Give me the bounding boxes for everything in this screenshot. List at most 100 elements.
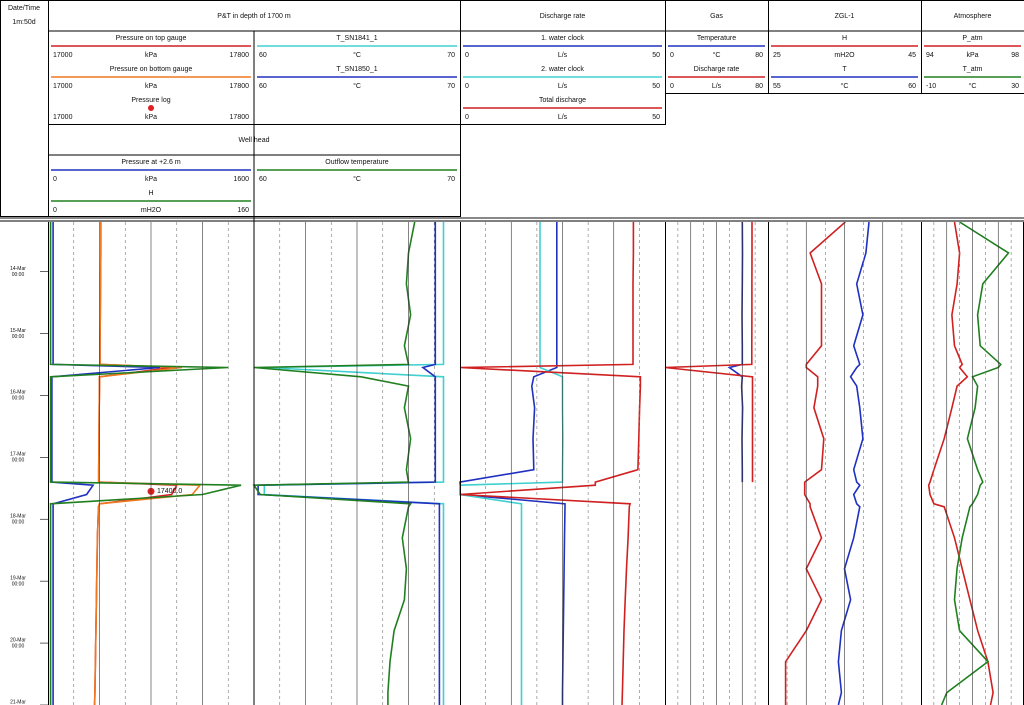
curve-name: Pressure at +2.6 m bbox=[121, 159, 181, 166]
scale-min: 0 bbox=[670, 83, 674, 90]
curve bbox=[459, 222, 642, 705]
time-tick-time: 00:00 bbox=[12, 334, 25, 340]
curve bbox=[927, 222, 994, 705]
scale-min: 94 bbox=[926, 52, 934, 59]
curve bbox=[940, 222, 1010, 705]
curve-name: Pressure on top gauge bbox=[116, 35, 187, 42]
scale-label: 1m:50d bbox=[12, 19, 35, 26]
scale-min: 60 bbox=[259, 52, 267, 59]
scale-unit: kPa bbox=[145, 83, 157, 90]
curve bbox=[51, 222, 161, 705]
scale-max: 30 bbox=[1011, 83, 1019, 90]
time-tick-time: 00:00 bbox=[12, 520, 25, 526]
scale-max: 70 bbox=[447, 52, 455, 59]
curve-name: T_atm bbox=[963, 66, 983, 73]
time-tick-label: 14-Mar bbox=[10, 266, 26, 272]
scale-unit: mH2O bbox=[834, 52, 855, 59]
track-header-box bbox=[921, 0, 1024, 94]
scale-min: 17000 bbox=[53, 114, 73, 121]
scale-max: 60 bbox=[908, 83, 916, 90]
time-tick-time: 00:00 bbox=[12, 458, 25, 464]
scale-unit: °C bbox=[713, 51, 721, 59]
scale-unit: °C bbox=[353, 175, 361, 183]
curve-name: T_SN1841_1 bbox=[336, 35, 377, 42]
curve bbox=[837, 222, 870, 705]
curve bbox=[263, 222, 445, 705]
scale-max: 17800 bbox=[230, 114, 250, 121]
scale-max: 50 bbox=[652, 52, 660, 59]
curve-name: 1. water clock bbox=[541, 35, 584, 42]
time-tick-time: 00:00 bbox=[12, 581, 25, 587]
scale-max: 45 bbox=[908, 52, 916, 59]
scale-unit: °C bbox=[353, 51, 361, 59]
curve-name: P_atm bbox=[962, 35, 982, 42]
scale-min: 0 bbox=[53, 207, 57, 214]
curve bbox=[252, 222, 416, 705]
well-head-box bbox=[48, 124, 461, 217]
curve-name: Pressure log bbox=[131, 97, 170, 104]
curve-key-marker bbox=[148, 105, 154, 111]
scale-unit: L/s bbox=[712, 83, 722, 90]
curve bbox=[49, 222, 242, 705]
scale-min: 0 bbox=[465, 52, 469, 59]
scale-min: 0 bbox=[670, 52, 674, 59]
scale-max: 50 bbox=[652, 114, 660, 121]
scale-max: 50 bbox=[652, 83, 660, 90]
well-head-title: Well head bbox=[238, 137, 269, 144]
curve-name: Pressure on bottom gauge bbox=[110, 66, 193, 73]
scale-max: 1600 bbox=[233, 176, 249, 183]
scale-min: 60 bbox=[259, 176, 267, 183]
time-tick-label: 17-Mar bbox=[10, 452, 26, 458]
curve bbox=[459, 222, 566, 705]
curve-name: Outflow temperature bbox=[325, 159, 389, 166]
curve-name: Total discharge bbox=[539, 97, 586, 104]
time-tick-label: 20-Mar bbox=[10, 637, 26, 643]
time-tick-label: 16-Mar bbox=[10, 390, 26, 396]
curve-name: Temperature bbox=[697, 35, 736, 42]
track-title: ZGL-1 bbox=[835, 13, 855, 20]
scale-max: 70 bbox=[447, 176, 455, 183]
scale-min: 0 bbox=[465, 114, 469, 121]
scale-unit: L/s bbox=[558, 83, 568, 90]
curve-name: 2. water clock bbox=[541, 66, 584, 73]
scale-unit: mH2O bbox=[141, 207, 162, 214]
scale-max: 80 bbox=[755, 83, 763, 90]
scale-unit: L/s bbox=[558, 52, 568, 59]
scale-unit: °C bbox=[353, 82, 361, 90]
scale-min: -10 bbox=[926, 83, 936, 90]
track-title: Discharge rate bbox=[540, 13, 586, 20]
scale-min: 55 bbox=[773, 83, 781, 90]
curve-name: T_SN1850_1 bbox=[336, 66, 377, 73]
track-title: Gas bbox=[710, 13, 723, 20]
curve-name: Discharge rate bbox=[694, 66, 740, 73]
track-title: Atmosphere bbox=[954, 13, 992, 20]
time-tick-label: 18-Mar bbox=[10, 514, 26, 520]
scale-max: 98 bbox=[1011, 52, 1019, 59]
scale-unit: kPa bbox=[145, 52, 157, 59]
scale-max: 80 bbox=[755, 52, 763, 59]
scale-unit: L/s bbox=[558, 114, 568, 121]
curve-name: H bbox=[148, 190, 153, 197]
curve bbox=[257, 222, 441, 705]
scale-min: 0 bbox=[465, 83, 469, 90]
time-tick-time: 00:00 bbox=[12, 272, 25, 278]
curve bbox=[784, 222, 846, 705]
scale-min: 0 bbox=[53, 176, 57, 183]
scale-max: 70 bbox=[447, 83, 455, 90]
scale-unit: °C bbox=[969, 82, 977, 90]
time-tick-label: 19-Mar bbox=[10, 575, 26, 581]
scale-unit: kPa bbox=[145, 176, 157, 183]
scale-min: 17000 bbox=[53, 83, 73, 90]
time-tick-label: 15-Mar bbox=[10, 328, 26, 334]
scale-min: 60 bbox=[259, 83, 267, 90]
scale-max: 17800 bbox=[230, 83, 250, 90]
curve-name: T bbox=[842, 66, 847, 73]
curve-name: H bbox=[842, 35, 847, 42]
scale-max: 160 bbox=[237, 207, 249, 214]
point-label: 17400.0 bbox=[157, 488, 182, 495]
scale-min: 25 bbox=[773, 52, 781, 59]
time-tick-label: 21-Mar bbox=[10, 699, 26, 705]
